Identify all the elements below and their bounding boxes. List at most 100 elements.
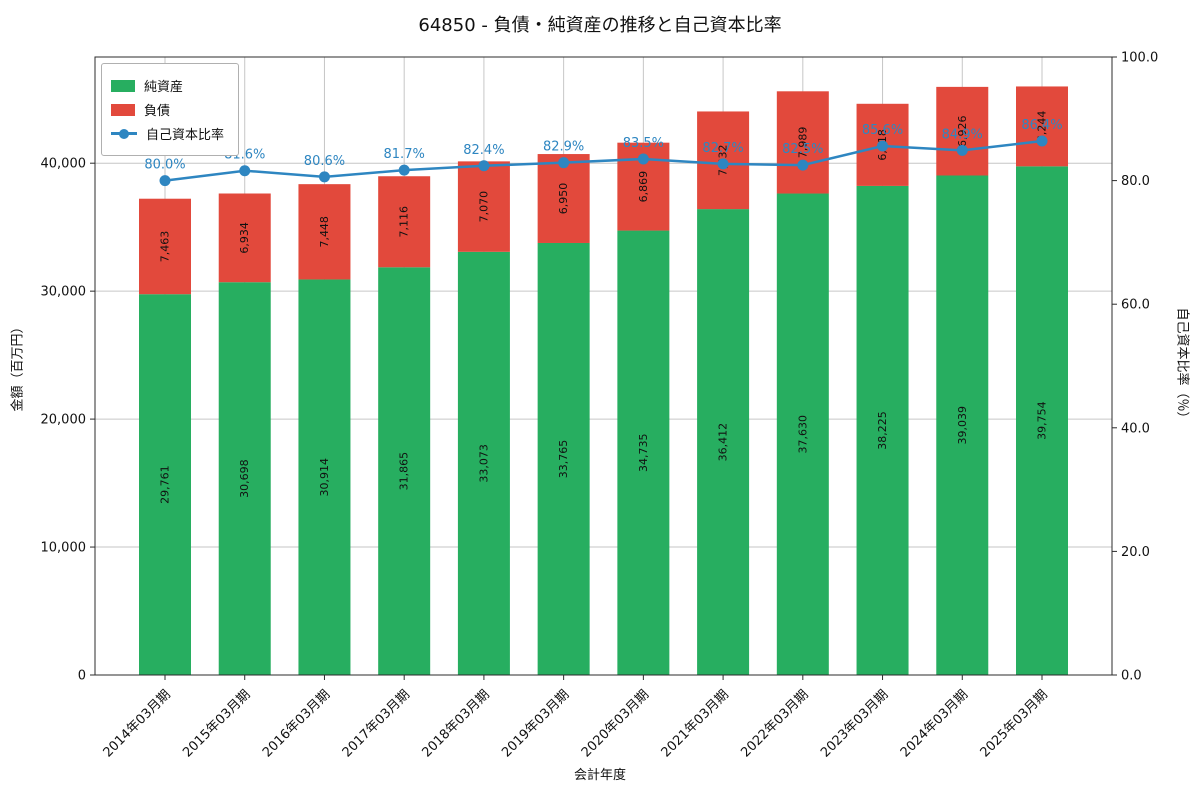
legend-item-net-assets: 純資産 [111,76,224,95]
equity-ratio-marker [318,171,330,183]
equity-ratio-percent-label: 80.0% [144,158,185,173]
chart-title: 64850 - 負債・純資産の推移と自己資本比率 [418,15,782,36]
equity-ratio-percent-label: 82.4% [463,143,504,158]
equity-ratio-marker [239,165,251,177]
x-axis-tick-label: 2019年03月期 [499,687,572,760]
liabilities-bar [1016,86,1068,167]
liabilities-value-label: 7,463 [159,231,172,262]
x-axis-tick-label: 2015年03月期 [180,687,253,760]
equity-ratio-marker [956,144,968,156]
right-axis-tick-label: 80.0 [1121,174,1150,189]
equity-ratio-marker [1036,135,1048,147]
net-assets-value-label: 33,073 [477,444,490,483]
right-axis-tick-label: 20.0 [1121,545,1150,560]
net-assets-bar [378,267,431,675]
net-assets-bar [537,242,590,675]
equity-ratio-marker [797,159,809,171]
x-axis-tick-label: 2021年03月期 [659,687,732,760]
net-assets-swatch [111,79,135,92]
left-axis-tick-label: 20,000 [41,413,87,428]
liabilities-bar [218,193,271,283]
x-axis-tick-label: 2016年03月期 [260,687,333,760]
net-assets-bar [776,193,829,675]
equity-ratio-percent-label: 82.9% [543,140,584,155]
liabilities-swatch [111,103,135,116]
net-assets-value-label: 30,914 [318,458,331,497]
net-assets-value-label: 37,630 [796,415,809,454]
x-axis-tick-label: 2018年03月期 [419,687,492,760]
left-axis-tick-label: 40,000 [41,157,87,172]
net-assets-value-label: 33,765 [557,440,570,479]
legend-label-equity-ratio: 自己資本比率 [146,128,225,143]
equity-ratio-percent-label: 84.9% [942,127,983,142]
liabilities-bar [537,154,590,243]
liabilities-bar [936,86,989,176]
liabilities-bar [378,176,431,268]
equity-ratio-marker [877,140,889,152]
right-y-axis-title: 自己資本比率（％） [1174,307,1190,425]
equity-ratio-marker [398,164,410,176]
liabilities-bar [457,161,510,252]
right-axis-tick-label: 40.0 [1121,421,1150,436]
left-axis-tick-label: 30,000 [41,285,87,300]
x-axis-title: 会計年度 [573,768,626,783]
x-axis-tick-label: 2017年03月期 [340,687,413,760]
right-axis-tick-label: 0.0 [1121,669,1142,684]
equity-ratio-percent-label: 82.5% [782,142,823,157]
legend-item-equity-ratio: 自己資本比率 [111,124,224,143]
equity-ratio-line-icon [111,128,137,139]
equity-ratio-marker [717,158,729,170]
x-axis-tick-label: 2023年03月期 [818,687,891,760]
left-axis-tick-label: 10,000 [41,541,87,556]
equity-ratio-percent-label: 85.6% [862,123,903,138]
net-assets-value-label: 30,698 [238,459,251,498]
equity-ratio-marker [637,153,649,165]
liabilities-bar [139,198,191,295]
x-axis-tick-label: 2014年03月期 [101,687,174,760]
net-assets-value-label: 31,865 [398,452,411,491]
net-assets-bar [139,294,191,675]
legend-label-liabilities: 負債 [144,104,171,119]
equity-ratio-marker [558,157,570,169]
right-axis-tick-label: 100.0 [1121,51,1158,66]
net-assets-bar [457,251,510,675]
liabilities-value-label: 7,116 [398,206,411,238]
liabilities-value-label: 6,926 [956,115,969,147]
equity-ratio-percent-label: 80.6% [304,154,345,169]
net-assets-bar [298,279,351,675]
left-y-axis-title: 金額（百万円） [10,320,26,412]
right-axis-tick-label: 60.0 [1121,298,1150,313]
net-assets-bar [617,230,670,676]
legend: 純資産 負債 自己資本比率 [101,63,240,156]
net-assets-bar [218,282,271,675]
liabilities-bar [776,91,829,194]
x-axis-tick-label: 2022年03月期 [738,687,811,760]
liabilities-value-label: 6,934 [238,222,251,254]
equity-ratio-marker [478,160,490,172]
liabilities-value-label: 6,869 [637,171,650,203]
liabilities-bar [298,184,351,280]
net-assets-value-label: 36,412 [717,423,730,462]
net-assets-bar [856,185,909,675]
x-axis-tick-label: 2020年03月期 [579,687,652,760]
liabilities-value-label: 7,448 [318,216,331,248]
net-assets-value-label: 38,225 [876,411,889,450]
x-axis-tick-label: 2024年03月期 [898,687,971,760]
liabilities-value-label: 6,244 [1036,111,1049,142]
net-assets-value-label: 39,039 [956,406,969,445]
equity-ratio-percent-label: 83.5% [623,136,664,151]
net-assets-bar [936,175,989,675]
legend-item-liabilities: 負債 [111,100,224,119]
equity-ratio-marker [159,175,171,187]
net-assets-bar [697,209,750,675]
liabilities-value-label: 7,070 [477,191,490,223]
net-assets-bar [1016,166,1068,676]
x-axis-tick-label: 2025年03月期 [978,687,1051,760]
left-axis-tick-label: 0 [78,669,86,684]
liabilities-value-label: 6,950 [557,183,570,215]
legend-label-net-assets: 純資産 [144,80,184,95]
net-assets-value-label: 29,761 [159,465,172,504]
net-assets-value-label: 39,754 [1036,401,1049,440]
